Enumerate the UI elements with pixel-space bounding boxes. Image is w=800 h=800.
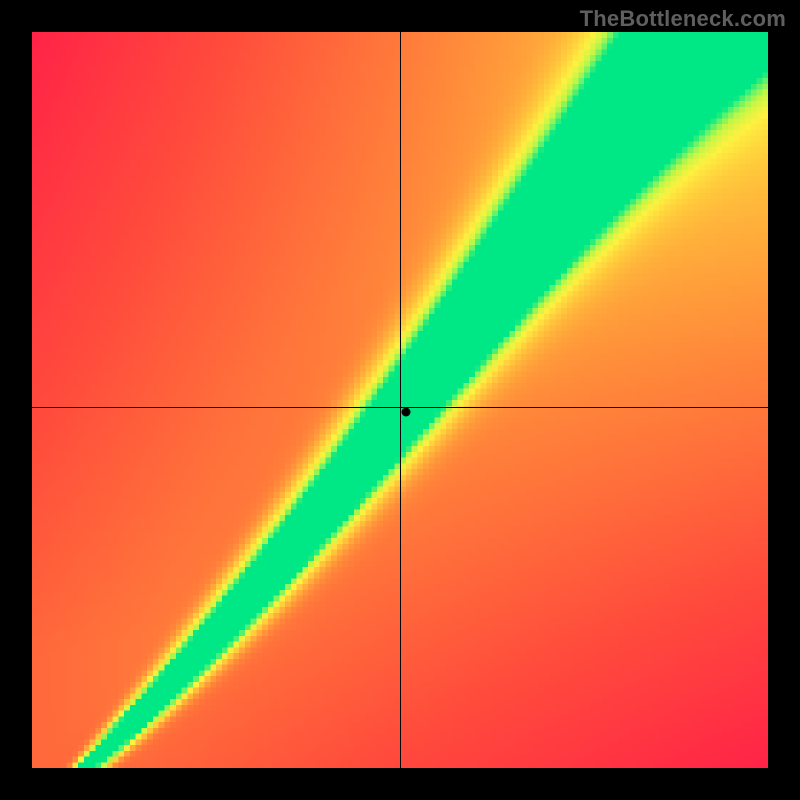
crosshair-horizontal [32,407,768,408]
watermark-text: TheBottleneck.com [580,6,786,32]
marker-dot [401,407,410,416]
crosshair-vertical [400,32,401,768]
